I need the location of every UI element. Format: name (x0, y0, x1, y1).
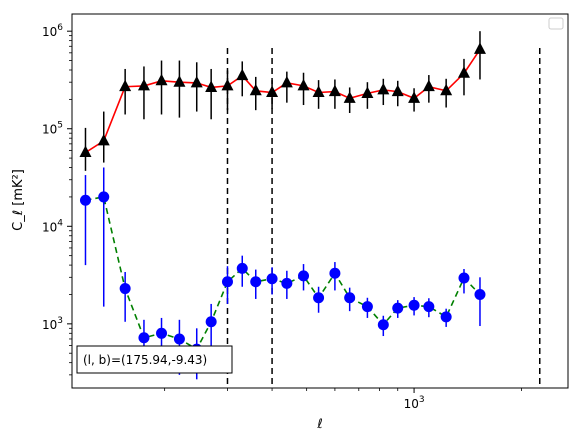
series-1-point-18 (377, 319, 389, 331)
series-0-point-15 (328, 84, 341, 97)
series-1-point-24 (474, 288, 486, 300)
series-1-point-14 (313, 292, 325, 304)
series-0-point-19 (391, 84, 404, 97)
series-0-point-0 (79, 145, 92, 158)
series-0-point-6 (190, 75, 203, 88)
series-0-point-4 (155, 73, 168, 86)
series-0-point-13 (297, 78, 310, 91)
series-0-point-14 (312, 85, 325, 98)
series-1-point-15 (329, 267, 341, 279)
annotation-frame (76, 345, 233, 374)
series-0-point-17 (361, 86, 374, 98)
series-0-point-16 (343, 91, 356, 103)
series-1-point-23 (458, 272, 470, 284)
series-0-point-11 (266, 85, 279, 98)
series-0-point-8 (221, 78, 234, 91)
legend-box (548, 17, 564, 30)
annotation-box: (l, b)=(175.94,-9.43) (76, 345, 233, 374)
series-1-point-20 (408, 299, 420, 311)
series-0-point-5 (173, 75, 186, 87)
series-0-point-21 (422, 79, 435, 92)
series-0-point-12 (280, 75, 293, 88)
series-1-point-8 (221, 276, 233, 288)
series-0-point-7 (205, 80, 218, 92)
annotation-text: (l, b)=(175.94,-9.43) (83, 353, 207, 367)
series-0-point-24 (473, 42, 486, 54)
series-1-point-7 (205, 316, 217, 328)
series-0-point-18 (377, 82, 390, 95)
series-1-point-22 (440, 311, 452, 323)
series-1-point-17 (361, 301, 373, 313)
series-1-point-19 (392, 302, 404, 314)
series-1-point-9 (236, 262, 248, 274)
x-tick-label-0: 103 (404, 395, 425, 411)
series-0-point-9 (236, 68, 249, 81)
series-0-point-2 (119, 79, 132, 92)
series-1-point-10 (250, 276, 262, 288)
series-1-point-3 (138, 332, 150, 344)
series-1-point-2 (119, 283, 131, 295)
series-1-point-12 (281, 277, 293, 289)
series-0-point-23 (457, 66, 470, 78)
series-0-point-10 (249, 83, 262, 96)
axes-frame (71, 13, 569, 389)
series-0-point-20 (408, 91, 421, 103)
series-1-point-1 (98, 191, 110, 203)
series-0-point-22 (440, 83, 453, 96)
axis-ticks: 103 104 105 106 103 (42, 23, 522, 411)
y-tick-label-2: 105 (42, 121, 63, 137)
y-axis-label: C_ℓ [mK²] (11, 169, 26, 231)
series-1-point-16 (344, 292, 356, 304)
y-tick-label-0: 103 (42, 316, 63, 332)
x-axis-label: ℓ (316, 417, 322, 432)
series-1-point-11 (266, 273, 278, 285)
series-1-point-5 (173, 333, 185, 345)
series-1-point-4 (156, 327, 168, 339)
y-tick-label-1: 104 (42, 218, 63, 234)
series-0-point-3 (137, 78, 150, 91)
y-tick-label-3: 106 (42, 23, 63, 39)
series-1-point-0 (79, 194, 91, 206)
series-1-point-13 (298, 270, 310, 282)
series-0-point-1 (97, 133, 110, 146)
series-1-point-21 (423, 301, 435, 313)
